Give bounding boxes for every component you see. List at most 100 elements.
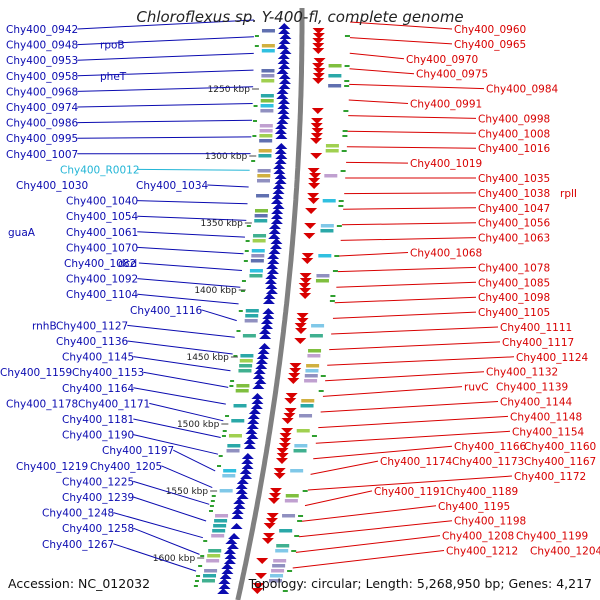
right-gene-label[interactable]: Chy400_1016 <box>478 143 551 155</box>
left-gene-label[interactable]: pheT <box>100 71 127 83</box>
right-gene-label[interactable]: Chy400_1063 <box>478 233 550 245</box>
left-gene-label[interactable]: Chy400_1127 <box>56 320 128 332</box>
left-gene-label[interactable]: Chy400_R0012 <box>60 164 140 176</box>
left-gene-label[interactable]: Chy400_1267 <box>42 539 114 551</box>
right-gene-label[interactable]: Chy400_1139 <box>496 382 568 394</box>
cog-block <box>282 514 296 518</box>
left-gene-label[interactable]: Chy400_1040 <box>66 196 138 208</box>
left-gene-label[interactable]: Chy400_1054 <box>66 211 139 223</box>
right-gene-label[interactable]: Chy400_1199 <box>516 531 588 543</box>
left-gene-label[interactable]: Chy400_1061 <box>66 227 138 239</box>
left-gene-label[interactable]: Chy400_1225 <box>62 476 134 488</box>
right-gene-label[interactable]: Chy400_1105 <box>478 307 550 319</box>
right-gene-label[interactable]: Chy400_1198 <box>454 516 526 528</box>
right-gene-label[interactable]: Chy400_1132 <box>486 367 558 379</box>
gc-mark <box>218 455 223 457</box>
right-gene-label[interactable]: Chy400_0991 <box>410 99 482 111</box>
gene-arrow-forward <box>231 508 244 514</box>
right-gene-label[interactable]: Chy400_1212 <box>446 546 518 558</box>
right-gene-label[interactable]: Chy400_0998 <box>478 113 550 125</box>
right-gene-label[interactable]: Chy400_1167 <box>524 456 596 468</box>
left-gene-label[interactable]: Chy400_1171 <box>78 398 150 410</box>
right-gene-label[interactable]: Chy400_1148 <box>510 411 582 423</box>
left-gene-label[interactable]: Chy400_1159 <box>0 367 72 379</box>
left-gene-label[interactable]: dcd <box>118 258 137 270</box>
left-gene-label[interactable]: Chy400_1178 <box>6 398 78 410</box>
right-gene-label[interactable]: Chy400_0975 <box>416 69 488 81</box>
left-gene-label[interactable]: Chy400_1239 <box>62 492 134 504</box>
right-gene-label[interactable]: Chy400_0984 <box>486 84 559 96</box>
right-gene-label[interactable]: Chy400_1172 <box>514 471 586 483</box>
right-gene-label[interactable]: Chy400_1019 <box>410 158 482 170</box>
cog-block <box>245 309 259 313</box>
left-gene-label[interactable]: Chy400_0986 <box>6 118 79 130</box>
gc-mark <box>253 105 258 107</box>
cog-block <box>213 524 227 528</box>
right-gene-label[interactable]: Chy400_1195 <box>438 501 510 513</box>
left-gene-label[interactable]: Chy400_1219 <box>16 461 88 473</box>
left-gene-label[interactable]: Chy400_1092 <box>66 274 138 286</box>
left-gene-label[interactable]: Chy400_1116 <box>130 305 203 317</box>
left-gene-label[interactable]: Chy400_1164 <box>62 383 135 395</box>
left-gene-label[interactable]: Chy400_1104 <box>66 289 139 301</box>
left-gene-label[interactable]: Chy400_0942 <box>6 24 78 36</box>
left-gene-label[interactable]: Chy400_1197 <box>102 445 174 457</box>
left-gene-label[interactable]: Chy400_1007 <box>6 149 78 161</box>
left-gene-label[interactable]: rpoB <box>100 40 125 52</box>
right-gene-label[interactable]: Chy400_1208 <box>442 531 514 543</box>
left-gene-label[interactable]: Chy400_1082 <box>64 258 136 270</box>
left-gene-label[interactable]: Chy400_1181 <box>62 414 134 426</box>
left-gene-label[interactable]: Chy400_0974 <box>6 102 79 114</box>
left-gene-label[interactable]: Chy400_1145 <box>62 352 134 364</box>
right-gene-label[interactable]: Chy400_1144 <box>500 397 573 409</box>
left-gene-label[interactable]: guaA <box>8 227 36 239</box>
left-gene-label[interactable]: Chy400_0958 <box>6 71 78 83</box>
right-gene-label[interactable]: Chy400_1173 <box>452 456 524 468</box>
right-gene-label[interactable]: Chy400_0970 <box>406 54 478 66</box>
gc-mark <box>198 565 203 567</box>
right-gene-label[interactable]: Chy400_1191 <box>374 486 446 498</box>
right-gene-label[interactable]: Chy400_0960 <box>454 24 526 36</box>
right-gene-label[interactable]: Chy400_1166 <box>454 441 527 453</box>
right-gene-label[interactable]: Chy400_1204 <box>530 546 600 558</box>
left-gene-label[interactable]: Chy400_1136 <box>56 336 129 348</box>
left-gene-label[interactable]: Chy400_1248 <box>42 508 114 520</box>
left-gene-label[interactable]: Chy400_0995 <box>6 133 78 145</box>
right-gene-label[interactable]: Chy400_1035 <box>478 173 550 185</box>
right-gene-label[interactable]: rplI <box>560 188 577 200</box>
right-gene-label[interactable]: Chy400_1098 <box>478 292 550 304</box>
left-gene-label[interactable]: Chy400_0948 <box>6 40 78 52</box>
right-gene-label[interactable]: Chy400_1174 <box>380 456 453 468</box>
right-gene-label[interactable]: Chy400_1154 <box>512 426 585 438</box>
right-gene-label[interactable]: Chy400_1038 <box>478 188 550 200</box>
left-gene-label[interactable]: Chy400_0953 <box>6 55 78 67</box>
right-gene-label[interactable]: Chy400_1111 <box>500 322 572 334</box>
right-gene-label[interactable]: Chy400_1056 <box>478 218 551 230</box>
left-gene-label[interactable]: Chy400_1153 <box>72 367 144 379</box>
gene-arrow-reverse <box>299 288 312 294</box>
right-gene-label[interactable]: Chy400_1047 <box>478 203 550 215</box>
gene-arrow-forward <box>279 48 292 54</box>
gene-arrow-forward <box>251 398 264 404</box>
right-gene-label[interactable]: Chy400_1068 <box>410 248 482 260</box>
left-gene-label[interactable]: Chy400_1070 <box>66 242 138 254</box>
left-gene-label[interactable]: Chy400_0968 <box>6 86 78 98</box>
left-gene-label[interactable]: Chy400_1205 <box>90 461 162 473</box>
right-gene-label[interactable]: Chy400_1189 <box>446 486 518 498</box>
right-gene-label[interactable]: Chy400_1124 <box>516 352 589 364</box>
left-gene-label[interactable]: Chy400_1258 <box>62 523 134 535</box>
right-gene-label[interactable]: Chy400_1117 <box>502 337 574 349</box>
left-gene-label[interactable]: rnhB <box>32 320 57 332</box>
right-gene-label[interactable]: Chy400_1008 <box>478 128 550 140</box>
gc-mark <box>294 535 300 537</box>
left-gene-label[interactable]: Chy400_1030 <box>16 180 88 192</box>
left-gene-label[interactable]: Chy400_1190 <box>62 430 134 442</box>
gc-mark <box>311 435 317 437</box>
right-gene-label[interactable]: Chy400_1160 <box>524 441 596 453</box>
cog-block <box>203 574 217 578</box>
right-gene-label[interactable]: ruvC <box>464 382 489 394</box>
right-gene-label[interactable]: Chy400_1085 <box>478 277 550 289</box>
left-gene-label[interactable]: Chy400_1034 <box>136 180 209 192</box>
right-gene-label[interactable]: Chy400_1078 <box>478 262 550 274</box>
right-gene-label[interactable]: Chy400_0965 <box>454 39 526 51</box>
